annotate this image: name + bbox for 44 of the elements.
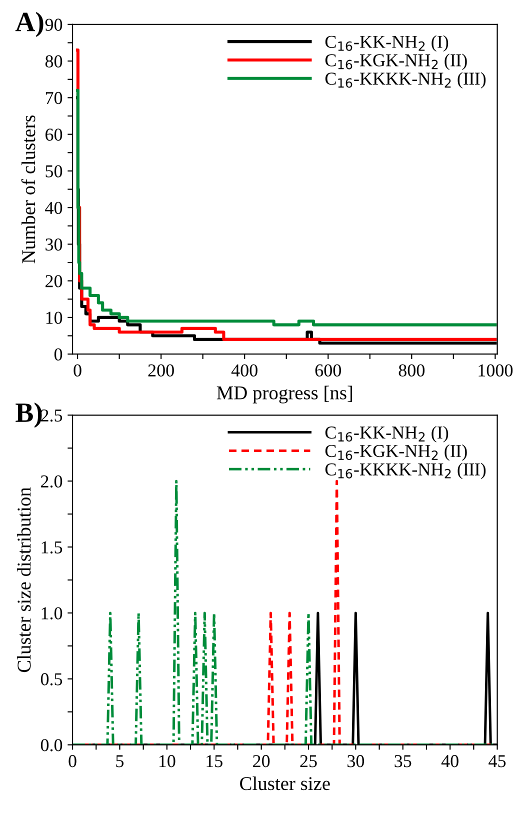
x-tick-label: 0 <box>74 364 82 377</box>
y-tick-label: 90 <box>45 18 62 31</box>
x-tick-label: 10 <box>159 755 176 768</box>
y-axis-title: Number of clusters <box>21 115 36 264</box>
x-tick-label: 800 <box>398 364 425 377</box>
x-tick-label: 600 <box>315 364 341 377</box>
x-tick-label: 25 <box>300 755 317 768</box>
chart-title: A) <box>15 12 44 38</box>
y-tick-label: 80 <box>45 55 62 68</box>
x-tick-label: 5 <box>116 755 124 768</box>
y-tick-label: 0.5 <box>40 673 62 686</box>
x-tick-label: 15 <box>206 755 222 768</box>
legend-label: C$_{16}$-KKKK-NH$_{2}$ (III) <box>325 462 486 480</box>
y-tick-label: 50 <box>46 165 62 178</box>
x-tick-label: 35 <box>394 755 412 768</box>
y-tick-label: 70 <box>46 92 62 104</box>
legend-label: C$_{16}$-KGK-NH$_{2}$ (II) <box>325 54 467 70</box>
y-tick-label: 0.0 <box>40 739 62 752</box>
x-axis-title: Cluster size <box>240 776 330 790</box>
legend-label: C$_{16}$-KGK-NH$_{2}$ (II) <box>325 444 467 461</box>
y-tick-label: 2.0 <box>41 475 62 488</box>
chart-title: B) <box>16 402 42 428</box>
x-tick-label: 1000 <box>478 364 513 377</box>
y-axis-title: Cluster size distribution <box>17 487 31 672</box>
y-tick-label: 2.5 <box>41 409 62 422</box>
x-tick-label: 200 <box>148 364 174 377</box>
y-tick-label: 1.0 <box>42 607 62 620</box>
x-tick-label: 45 <box>488 755 506 768</box>
x-tick-label: 0 <box>68 755 76 768</box>
y-tick-label: 0 <box>54 348 62 361</box>
y-tick-label: 1.5 <box>42 541 62 554</box>
x-axis-title: MD progress [ns] <box>216 386 352 404</box>
y-tick-label: 30 <box>46 238 62 251</box>
y-tick-label: 20 <box>46 275 62 288</box>
y-tick-label: 40 <box>45 202 62 214</box>
y-tick-label: 10 <box>46 312 62 324</box>
legend-label: C$_{16}$-KK-NH$_{2}$ (I) <box>325 426 448 442</box>
x-tick-label: 40 <box>441 755 458 768</box>
x-tick-label: 20 <box>253 755 270 768</box>
x-tick-label: 30 <box>348 755 364 768</box>
x-tick-label: 400 <box>231 364 258 377</box>
legend-label: C$_{16}$-KKKK-NH$_{2}$ (III) <box>325 72 486 88</box>
y-tick-label: 60 <box>46 128 62 141</box>
legend-label: C$_{16}$-KK-NH$_{2}$ (I) <box>325 35 448 52</box>
